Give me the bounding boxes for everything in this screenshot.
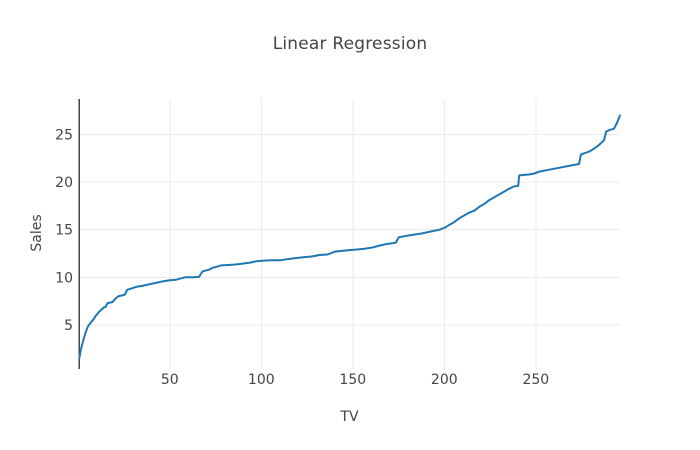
y-tick-label: 5 [64,318,73,334]
x-tick-label: 150 [339,372,366,388]
chart-title: Linear Regression [272,34,428,54]
x-tick-label: 100 [248,372,275,388]
x-tick-label: 200 [431,372,458,388]
y-tick-label: 15 [55,223,73,239]
x-tick-label: 50 [161,372,179,388]
y-axis-title: Sales [29,214,45,252]
regression-line [78,114,621,359]
y-tick-label: 10 [55,270,73,286]
y-tick-label: 25 [55,127,73,143]
x-tick-label: 250 [522,372,549,388]
y-tick-label: 20 [55,175,73,191]
x-axis-title: TV [340,409,359,425]
